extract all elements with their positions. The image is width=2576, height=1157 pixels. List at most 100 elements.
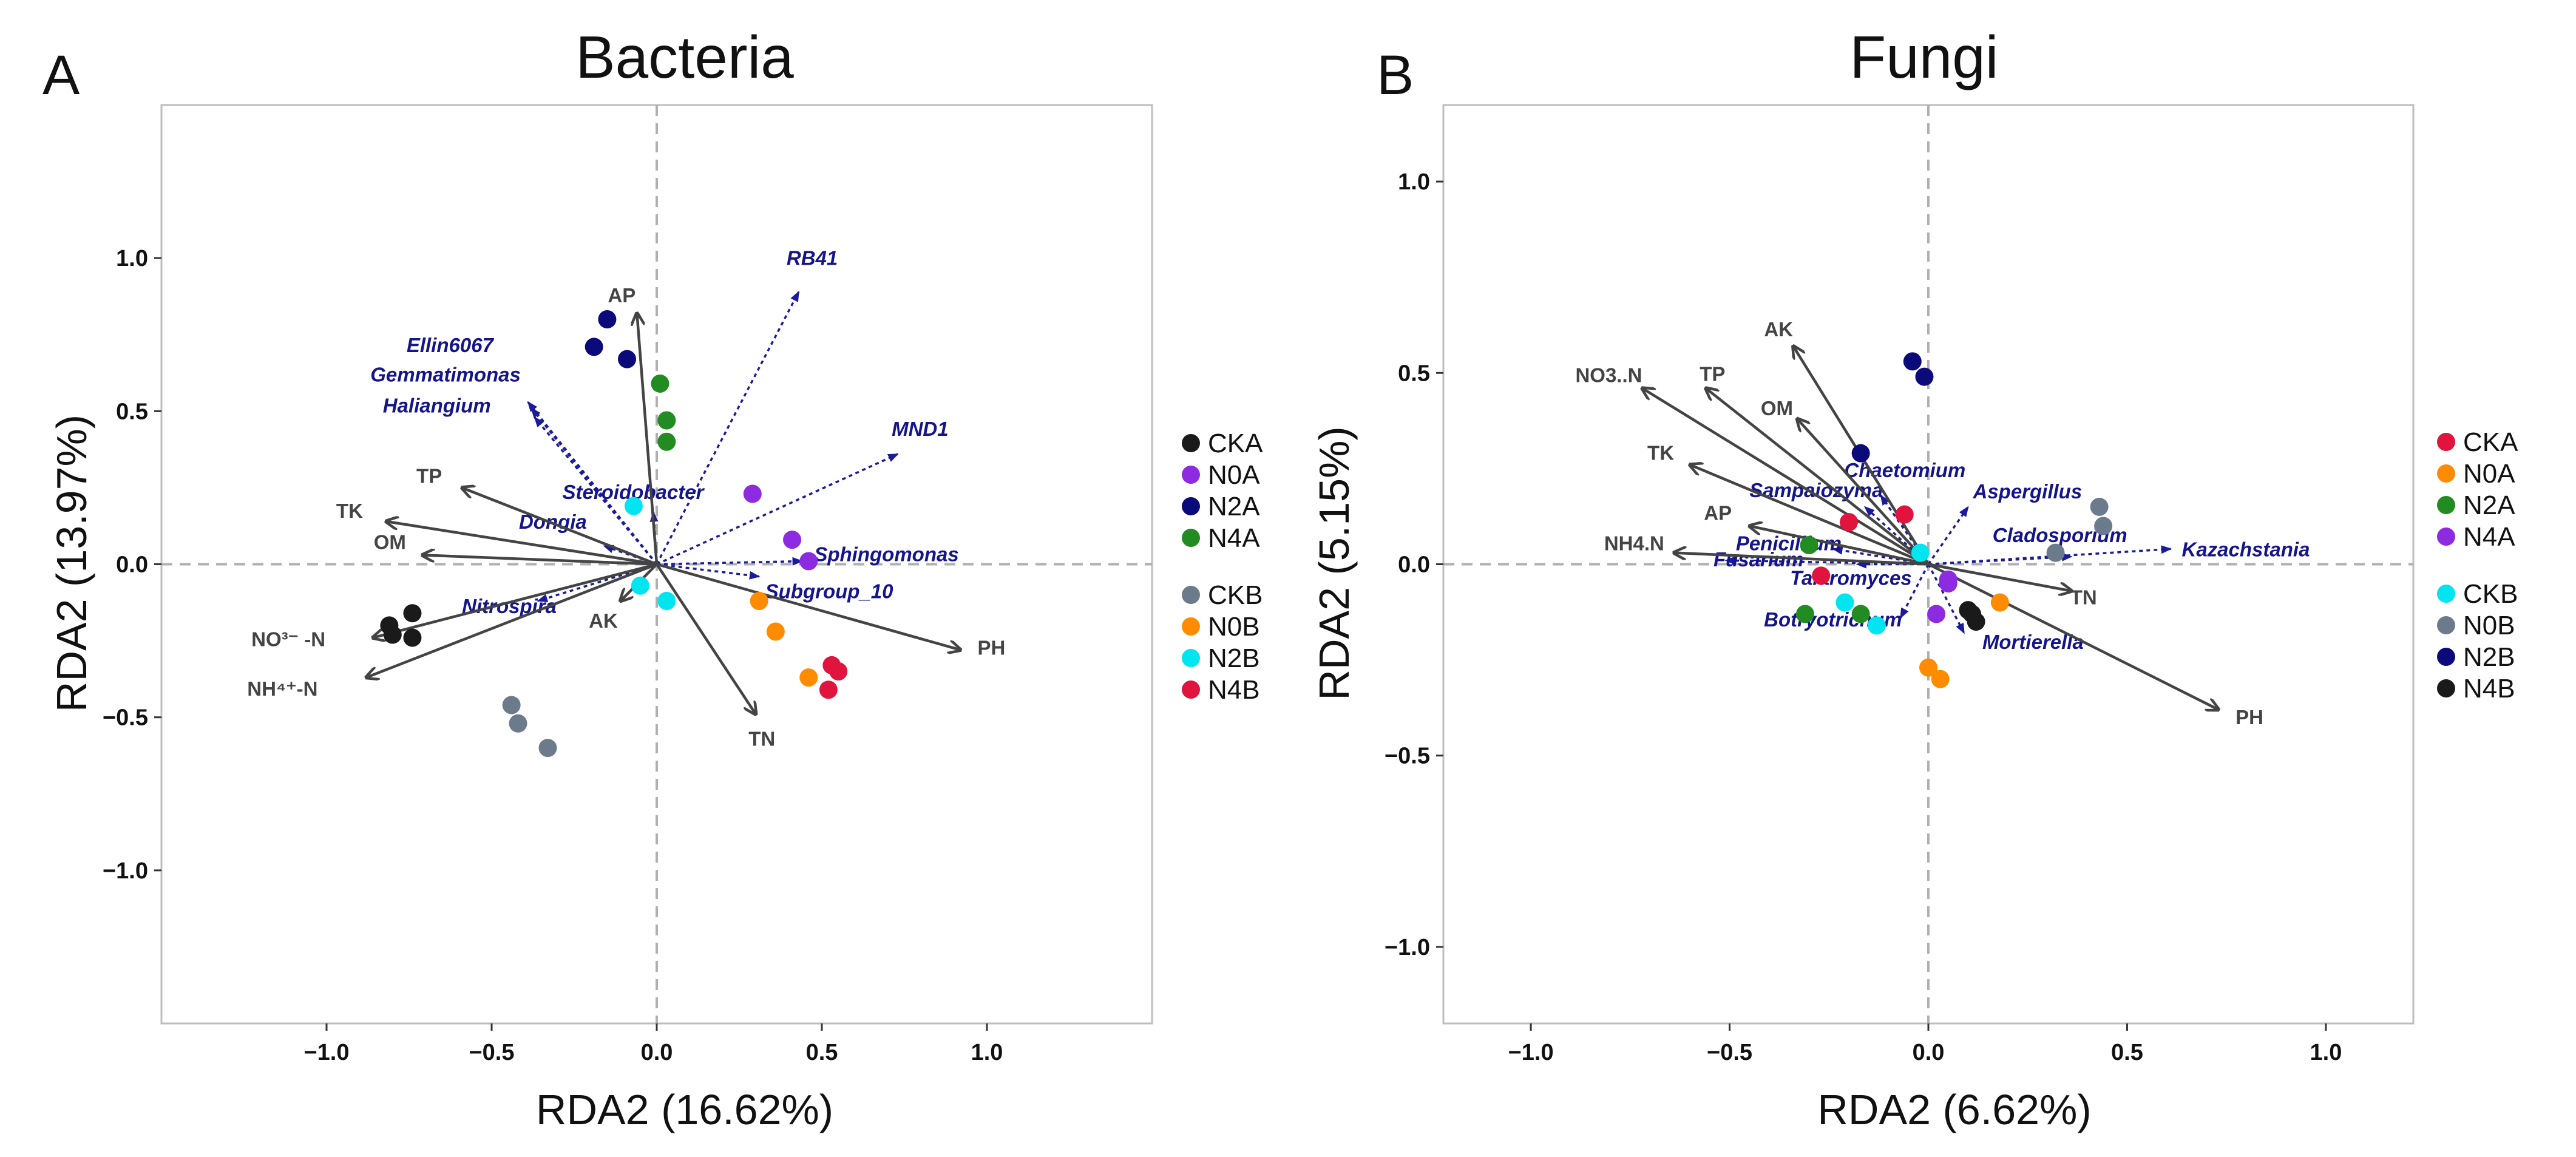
y-tick-label: 1.0 xyxy=(1398,169,1430,195)
env-label: AK xyxy=(589,609,618,632)
legend-swatch xyxy=(2437,648,2455,666)
env-label: NO3..N xyxy=(1575,364,1642,387)
y-tick-label: −0.5 xyxy=(103,705,148,731)
sample-point-n2a xyxy=(1795,605,1814,623)
sample-point-n4a xyxy=(1939,574,1957,593)
x-tick-label: −1.0 xyxy=(1508,1040,1554,1065)
sample-point-n2b xyxy=(1851,444,1870,463)
taxon-label: Nitrospira xyxy=(462,595,557,617)
sample-point-n2a xyxy=(585,338,603,356)
taxon-label: Aspergillus xyxy=(1972,480,2082,503)
panel-letter: B xyxy=(1377,44,1414,106)
env-label: TP xyxy=(1700,363,1725,385)
sample-point-ckb xyxy=(538,739,557,758)
x-tick-label: −0.5 xyxy=(469,1040,514,1065)
panel-A: A Bacteria −1.0 −0.5 0.0 0.5 1.0 −1.0 −0.5 0.0 0.5… xyxy=(42,24,1263,1133)
sample-point-ckb xyxy=(502,696,521,714)
sample-point-n0b xyxy=(766,622,785,641)
taxon-label: Ellin6067 xyxy=(407,334,495,356)
legend-label: N4B xyxy=(1208,675,1260,705)
legend-label: N0B xyxy=(2463,611,2515,640)
sample-point-cka xyxy=(1812,566,1831,585)
taxon-vector xyxy=(656,557,804,566)
env-vector xyxy=(422,555,657,566)
sample-point-n0a xyxy=(783,531,802,549)
env-vector xyxy=(373,563,657,638)
y-axis-label: RDA2 (5.15%) xyxy=(1310,426,1358,700)
sample-point-n0a xyxy=(1919,658,1937,677)
legend-label: N0A xyxy=(1208,460,1260,490)
sample-point-cka xyxy=(403,628,422,647)
env-label: TN xyxy=(748,728,775,750)
env-vector xyxy=(1927,563,2218,710)
env-vector xyxy=(1690,465,1929,566)
legend-label: N4A xyxy=(1208,523,1260,553)
sample-point-n2b xyxy=(624,497,643,515)
sample-point-n4a xyxy=(1927,605,1946,623)
taxon-vector xyxy=(1927,506,1969,565)
x-tick-label: 0.5 xyxy=(806,1040,838,1065)
y-axis-label: RDA2 (13.97%) xyxy=(48,415,95,712)
env-label: NO³⁻ -N xyxy=(251,628,325,651)
env-label: PH xyxy=(977,637,1005,659)
legend-label: N2B xyxy=(2463,642,2515,672)
sample-point-n0a xyxy=(743,484,762,503)
sample-point-n4b xyxy=(819,680,838,699)
sample-point-n2b xyxy=(631,576,649,595)
y-tick-label: 1.0 xyxy=(116,246,148,271)
sample-point-n2a xyxy=(1800,535,1818,554)
chart-title: Bacteria xyxy=(575,24,794,90)
panel-letter: A xyxy=(42,44,80,106)
taxon-label: Fusarium xyxy=(1713,548,1804,571)
legend-swatch xyxy=(1182,649,1200,667)
legend-label: N4A xyxy=(2463,522,2515,552)
sample-point-ckb xyxy=(1867,616,1886,635)
env-vector xyxy=(462,487,657,566)
x-tick-label: 0.0 xyxy=(641,1040,673,1065)
env-label: TK xyxy=(336,500,363,522)
env-vector xyxy=(1706,388,1930,566)
legend-swatch xyxy=(2437,433,2455,451)
y-tick-label: 0.5 xyxy=(1398,361,1430,386)
y-tick-label: 0.0 xyxy=(116,552,148,578)
legend-swatch xyxy=(1182,617,1200,636)
env-label: AK xyxy=(1764,318,1793,341)
env-label: PH xyxy=(2235,706,2263,728)
legend-label: N0A xyxy=(2463,459,2515,489)
x-tick-label: 0.0 xyxy=(1913,1040,1945,1065)
taxon-vector xyxy=(537,563,657,603)
legend-swatch xyxy=(2437,496,2455,514)
env-label: OM xyxy=(374,531,406,553)
taxon-label: Talaromyces xyxy=(1790,567,1912,589)
env-vector xyxy=(637,313,659,565)
sample-point-n4a xyxy=(657,432,676,451)
x-tick-label: −0.5 xyxy=(1707,1040,1752,1065)
legend-swatch xyxy=(1182,497,1200,515)
sample-point-n4b xyxy=(1963,605,1982,623)
chart-title: Fungi xyxy=(1849,24,1998,90)
sample-point-n4b xyxy=(829,662,848,681)
env-label: TK xyxy=(1647,442,1674,464)
legend-swatch xyxy=(2437,679,2455,697)
sample-point-n0b xyxy=(2046,543,2065,562)
sample-point-cka xyxy=(383,625,402,644)
sample-point-ckb xyxy=(1835,593,1854,612)
y-tick-label: 0.5 xyxy=(116,399,148,424)
x-tick-label: −1.0 xyxy=(303,1040,349,1065)
legend-swatch xyxy=(2437,616,2455,634)
legend-swatch xyxy=(2437,585,2455,603)
taxon-vector xyxy=(1724,556,1929,566)
env-label: AP xyxy=(1704,501,1732,524)
legend-label: N2A xyxy=(1208,492,1260,521)
taxon-label: Haliangium xyxy=(383,394,491,416)
y-tick-label: −0.5 xyxy=(1385,744,1430,769)
legend-label: CKB xyxy=(2463,579,2518,609)
x-tick-label: 1.0 xyxy=(2310,1040,2342,1065)
env-vector xyxy=(386,521,657,566)
legend-label: N2B xyxy=(1208,643,1260,673)
legend-swatch xyxy=(1182,586,1200,604)
taxon-label: RB41 xyxy=(787,247,838,270)
sample-point-n0b xyxy=(2094,517,2113,535)
